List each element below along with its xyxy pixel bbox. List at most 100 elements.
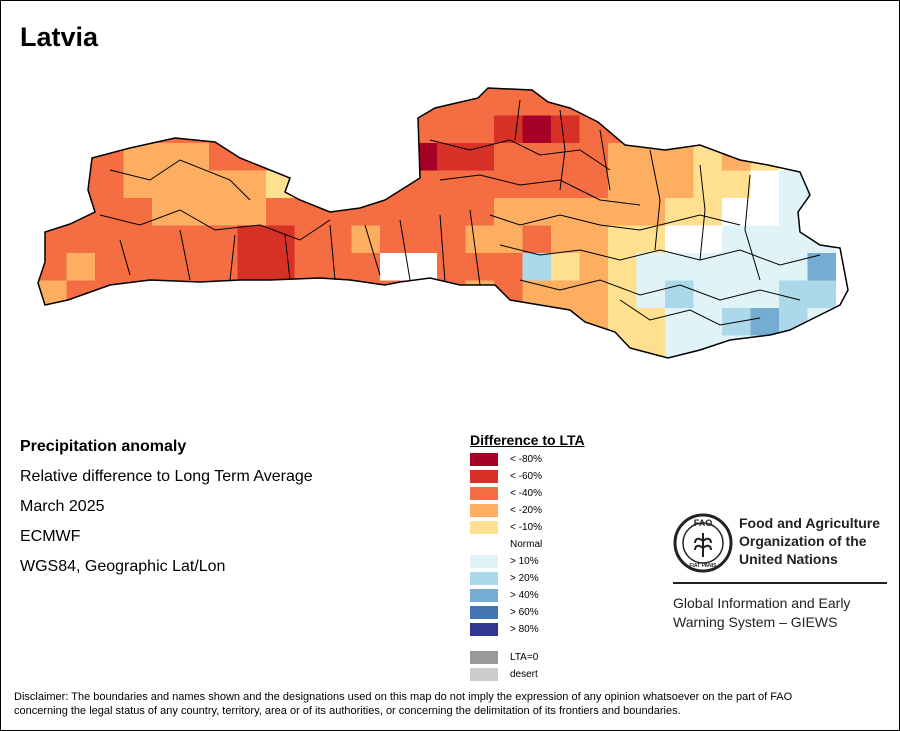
info-projection: WGS84, Geographic Lat/Lon xyxy=(20,558,226,575)
grid-cell xyxy=(323,280,353,309)
grid-cell xyxy=(465,225,495,254)
grid-cell xyxy=(579,280,609,309)
grid-cell xyxy=(551,253,581,282)
legend-label: < -20% xyxy=(510,504,542,516)
grid-cell xyxy=(123,88,153,117)
grid-cell xyxy=(693,335,723,358)
legend-swatch xyxy=(470,605,498,619)
info-description: Relative difference to Long Term Average xyxy=(20,468,313,485)
grid-cell xyxy=(266,308,296,337)
grid-cell xyxy=(465,115,495,144)
grid-cell xyxy=(779,225,809,254)
legend-item: LTA=0 xyxy=(470,650,538,664)
grid-cell xyxy=(608,88,638,117)
grid-cell xyxy=(66,308,96,337)
grid-cell xyxy=(95,308,125,337)
grid-cell xyxy=(608,170,638,199)
grid-cell xyxy=(693,170,723,199)
grid-cell xyxy=(380,143,410,172)
grid-cell xyxy=(807,170,837,199)
district-boundary xyxy=(364,209,481,286)
grid-cell xyxy=(807,198,837,227)
district-boundary xyxy=(489,214,741,231)
grid-cell xyxy=(665,225,695,254)
grid-cell xyxy=(95,88,125,117)
district-boundary xyxy=(519,279,801,301)
legend-item: < -80% xyxy=(470,452,542,466)
grid-cell xyxy=(636,225,666,254)
grid-cell xyxy=(209,115,239,144)
fao-name: Food and Agriculture Organization of the… xyxy=(739,515,881,567)
grid-cell xyxy=(665,170,695,199)
svg-text:FIAT PANIS: FIAT PANIS xyxy=(689,563,717,569)
grid-cell xyxy=(579,335,609,358)
district-boundary xyxy=(429,139,611,171)
grid-cell xyxy=(693,253,723,282)
grid-cell xyxy=(66,115,96,144)
grid-cell xyxy=(380,225,410,254)
grid-cell xyxy=(95,143,125,172)
grid-cell xyxy=(750,253,780,282)
grid-cell xyxy=(237,253,267,282)
grid-cell xyxy=(152,198,182,227)
grid-cell xyxy=(465,308,495,337)
grid-cell xyxy=(380,115,410,144)
grid-cell xyxy=(779,88,809,117)
grid-cell xyxy=(408,308,438,337)
grid-cell xyxy=(180,308,210,337)
grid-cell xyxy=(66,88,96,117)
legend-swatch xyxy=(470,667,498,681)
grid-cell xyxy=(779,198,809,227)
legend-label: Normal xyxy=(510,538,543,550)
grid-cell xyxy=(123,253,153,282)
grid-cell xyxy=(551,335,581,358)
legend-label: < -40% xyxy=(510,487,542,499)
grid-cell xyxy=(351,143,381,172)
district-boundary xyxy=(514,99,611,191)
grid-cell xyxy=(380,88,410,117)
grid-cell xyxy=(750,170,780,199)
grid-cell xyxy=(266,225,296,254)
grid-cell xyxy=(351,115,381,144)
grid-cell xyxy=(323,308,353,337)
district-boundary xyxy=(109,159,251,201)
grid-cell xyxy=(294,253,324,282)
grid-cell xyxy=(722,88,752,117)
grid-cell xyxy=(807,88,837,117)
legend-item: < -10% xyxy=(470,520,542,534)
district-boundary xyxy=(499,244,821,266)
grid-cell xyxy=(66,225,96,254)
grid-cell xyxy=(351,308,381,337)
district-boundary xyxy=(119,224,336,281)
grid-cell xyxy=(38,308,68,337)
grid-cell xyxy=(779,335,809,358)
grid-cell xyxy=(152,280,182,309)
grid-cell xyxy=(836,115,848,144)
grid-cell xyxy=(380,253,410,282)
grid-cell xyxy=(323,170,353,199)
grid-cell xyxy=(465,253,495,282)
grid-cell xyxy=(579,198,609,227)
grid-cell xyxy=(266,198,296,227)
grid-cell xyxy=(351,88,381,117)
grid-cell xyxy=(693,143,723,172)
grid-cell xyxy=(437,198,467,227)
legend-label: > 20% xyxy=(510,572,539,584)
grid-cell xyxy=(494,198,524,227)
grid-cell xyxy=(836,143,848,172)
grid-cell xyxy=(665,88,695,117)
grid-cell xyxy=(323,335,353,358)
grid-cell xyxy=(665,198,695,227)
grid-cell xyxy=(408,280,438,309)
grid-cell xyxy=(180,225,210,254)
grid-cell xyxy=(408,253,438,282)
grid-cell xyxy=(522,143,552,172)
legend-swatch xyxy=(470,537,498,551)
grid-cell xyxy=(494,225,524,254)
grid-cell xyxy=(579,170,609,199)
svg-text:FAO: FAO xyxy=(694,518,713,528)
grid-cell xyxy=(722,143,752,172)
grid-cell xyxy=(380,335,410,358)
fao-logo-icon: FAO FIAT PANIS xyxy=(673,513,733,573)
grid-cell xyxy=(522,225,552,254)
